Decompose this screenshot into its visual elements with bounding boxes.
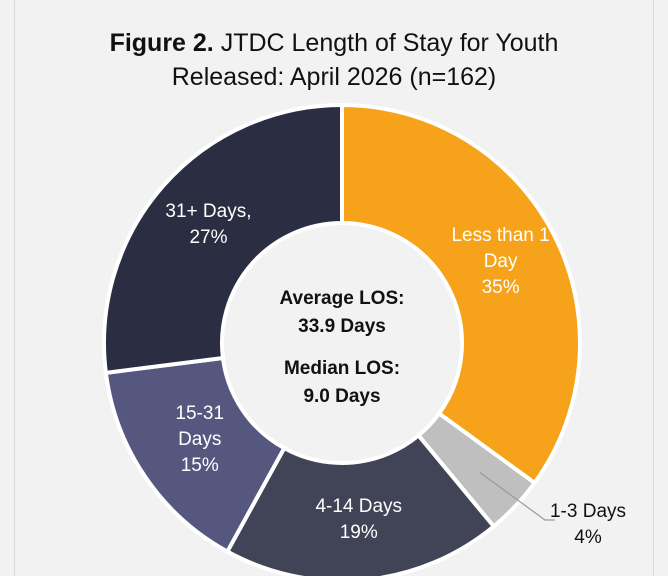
center-label: Median LOS: bbox=[283, 358, 401, 379]
slice-label: 4-14 Days 19% bbox=[289, 494, 429, 546]
slice-value: 35% bbox=[481, 277, 520, 299]
slice-category: 1-3 Days bbox=[549, 501, 627, 522]
center-value: 33.9 Days bbox=[298, 316, 386, 337]
figure-label: Figure 2. bbox=[109, 29, 214, 57]
donut-slice bbox=[224, 432, 497, 576]
leader-line bbox=[479, 471, 555, 521]
slice-category: Less than 1 Day bbox=[451, 225, 550, 273]
donut-slice bbox=[340, 102, 582, 486]
center-label: Average LOS: bbox=[279, 288, 405, 309]
chart-title: Figure 2. JTDC Length of Stay for Youth … bbox=[84, 26, 584, 94]
slice-category: 31+ Days, bbox=[165, 201, 252, 223]
slice-category: 4-14 Days bbox=[315, 496, 403, 518]
panel bbox=[14, 0, 654, 576]
slice-label: 31+ Days, 27% bbox=[143, 199, 273, 251]
title-text: JTDC Length of Stay for Youth Released: … bbox=[171, 29, 559, 91]
slice-value: 19% bbox=[339, 522, 378, 544]
donut-slice bbox=[102, 102, 344, 376]
slice-category: 15-31 Days bbox=[175, 402, 225, 450]
center-value: 9.0 Days bbox=[303, 386, 381, 407]
slice-value: 15% bbox=[180, 454, 219, 476]
slice-label: 15-31 Days 15% bbox=[165, 401, 235, 479]
slice-label: Less than 1 Day 35% bbox=[446, 223, 556, 301]
slice-label: 1-3 Days 4% bbox=[548, 499, 628, 551]
donut-slice bbox=[103, 355, 287, 555]
slice-value: 27% bbox=[189, 227, 228, 249]
slice-value: 4% bbox=[574, 527, 602, 548]
